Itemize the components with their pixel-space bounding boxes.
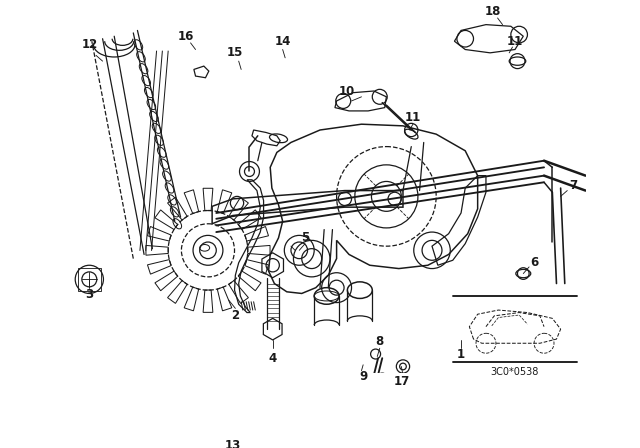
Text: 8: 8 [376, 335, 384, 348]
Text: 4: 4 [269, 352, 277, 365]
Text: 7: 7 [569, 179, 577, 192]
Text: 14: 14 [275, 34, 291, 48]
Text: 18: 18 [484, 5, 500, 18]
Text: 17: 17 [393, 375, 410, 388]
Text: 3C0*0538: 3C0*0538 [491, 367, 539, 377]
Text: 11: 11 [405, 111, 421, 124]
Text: 1: 1 [457, 348, 465, 361]
Text: 6: 6 [530, 256, 538, 269]
Text: 3: 3 [85, 288, 93, 301]
Text: 11: 11 [507, 34, 523, 48]
Text: 10: 10 [339, 85, 355, 98]
Text: 9: 9 [359, 370, 367, 383]
Text: 2: 2 [231, 309, 239, 322]
Text: 15: 15 [227, 46, 244, 59]
Text: 5: 5 [301, 231, 309, 244]
Text: 16: 16 [177, 30, 194, 43]
Text: 13: 13 [225, 439, 241, 448]
Text: 12: 12 [81, 38, 97, 51]
